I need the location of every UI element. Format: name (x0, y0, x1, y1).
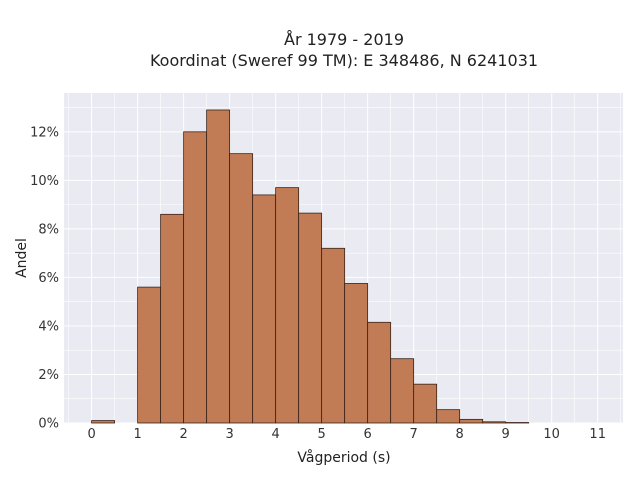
y-tick-label: 2% (38, 368, 59, 383)
x-tick-label: 6 (364, 427, 372, 442)
histogram-bar (137, 286, 162, 424)
x-tick-label: 8 (456, 427, 464, 442)
histogram-bar (229, 153, 254, 424)
y-tick-labels: 0% 2% 4% 6% 8% 10% 12% (30, 125, 59, 431)
histogram-bar (367, 321, 392, 424)
chart-title: År 1979 - 2019 (284, 30, 404, 49)
y-tick-label: 0% (38, 417, 59, 432)
x-axis-label: Vågperiod (s) (297, 449, 390, 466)
histogram-bar (459, 418, 484, 424)
y-tick-label: 10% (30, 174, 59, 189)
histogram-bar (390, 358, 415, 424)
histogram-bar (91, 420, 116, 424)
x-tick-label: 10 (543, 427, 560, 442)
histogram-bar (344, 283, 369, 424)
histogram-bar (413, 383, 438, 424)
y-tick-label: 4% (38, 319, 59, 334)
y-tick-label: 6% (38, 271, 59, 286)
x-tick-labels: 0 1 2 3 4 5 6 7 8 9 10 11 (87, 427, 606, 442)
y-axis-label: Andel (14, 238, 30, 278)
x-tick-label: 2 (179, 427, 187, 442)
y-tick-label: 12% (30, 125, 59, 140)
histogram-bar (436, 409, 461, 424)
y-tick-label: 8% (38, 222, 59, 237)
chart-subtitle: Koordinat (Sweref 99 TM): E 348486, N 62… (150, 51, 538, 70)
x-tick-label: 7 (410, 427, 418, 442)
x-tick-label: 5 (318, 427, 326, 442)
histogram-bar (206, 109, 231, 424)
histogram-bar (298, 212, 323, 424)
histogram-bar (482, 421, 507, 424)
bars (91, 109, 530, 424)
x-tick-label: 4 (271, 427, 279, 442)
x-tick-label: 3 (225, 427, 233, 442)
x-tick-label: 0 (87, 427, 95, 442)
histogram-bar (321, 247, 346, 424)
x-tick-label: 9 (502, 427, 510, 442)
histogram-bar (160, 213, 185, 424)
histogram-bar (252, 194, 277, 424)
histogram-bar (183, 131, 208, 424)
x-tick-label: 1 (133, 427, 141, 442)
x-tick-label: 11 (589, 427, 606, 442)
histogram-bar (275, 187, 300, 424)
